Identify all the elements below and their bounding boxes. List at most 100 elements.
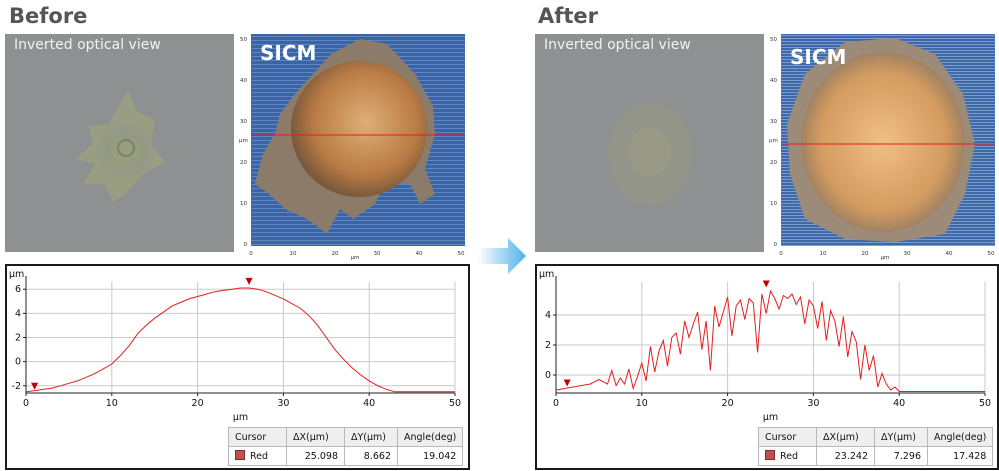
after-sicm-yunit: µm [769, 138, 778, 144]
before-sicm-svg: SICM 0 10 20 30 40 50 µm 0 10 20 30 40 50 µm [239, 34, 465, 260]
after-cursor-header-cursor: Cursor [758, 427, 817, 447]
after-cursor-header-angle: Angle(deg) [926, 427, 994, 447]
before-chart-xtick-label: 50 [449, 398, 461, 409]
after-sicm-ytick: 40 [770, 78, 777, 84]
after-sicm-ytick: 10 [770, 201, 777, 207]
after-optical-cell [608, 102, 692, 206]
before-chart-ylabel: µm [9, 269, 24, 280]
after-chart-xtick-label: 50 [979, 398, 991, 409]
before-chart-xtick-label: 30 [277, 398, 289, 409]
after-cursor-row[interactable]: Red 23.242 7.296 17.428 [758, 446, 994, 466]
after-cursor-dx: 23.242 [816, 446, 875, 466]
before-optical-image: Inverted optical view [5, 34, 234, 252]
after-chart-series-line [555, 289, 985, 392]
after-chart-xtick-label: 40 [893, 398, 905, 409]
after-sicm-image: SICM 0 10 20 30 40 50 µm 0 10 20 30 40 50 µm [765, 34, 998, 260]
after-cursor-swatch [765, 450, 775, 460]
before-sicm-image: SICM 0 10 20 30 40 50 µm 0 10 20 30 40 50 µm [235, 34, 468, 260]
after-cursor-header-dx: ΔX(µm) [816, 427, 875, 447]
after-chart-xtick-label: 0 [553, 398, 559, 409]
before-sicm-yunit: µm [239, 138, 248, 144]
after-sicm-xtick: 20 [862, 251, 869, 257]
before-profile-panel: 0 10 20 30 40 50 -2 0 2 4 6 µm µm Cursor ΔX(µm) ΔY(µ… [5, 264, 470, 470]
after-chart-ylabel: µm [539, 269, 554, 280]
after-chart-xtick-label: 20 [722, 398, 734, 409]
after-chart-xtick-label: 10 [636, 398, 648, 409]
before-sicm-xtick: 40 [416, 251, 423, 257]
after-sicm-svg: SICM 0 10 20 30 40 50 µm 0 10 20 30 40 50 µm [769, 34, 995, 260]
before-sicm-xtick: 30 [374, 251, 381, 257]
after-sicm-xtick: 50 [988, 251, 995, 257]
before-cursor-dy: 8.662 [344, 446, 398, 466]
before-chart-xtick-label: 40 [363, 398, 375, 409]
after-sicm-xtick: 40 [946, 251, 953, 257]
after-sicm-ytick: 30 [770, 119, 777, 125]
after-cursor-dy: 7.296 [874, 446, 928, 466]
before-sicm-ytick: 20 [240, 160, 247, 166]
after-cursor-name: Red [780, 451, 799, 462]
before-sicm-ytick: 40 [240, 78, 247, 84]
before-cursor-header-dy: ΔY(µm) [344, 427, 398, 447]
after-sicm-xtick: 30 [904, 251, 911, 257]
after-chart-ytick-label: 2 [545, 340, 551, 351]
before-sicm-ytick: 30 [240, 119, 247, 125]
after-chart-ytick-label: 0 [545, 370, 551, 381]
before-chart-ytick-label: 2 [15, 333, 21, 344]
after-cursor-header-dy: ΔY(µm) [874, 427, 928, 447]
before-optical-label: Inverted optical view [14, 37, 161, 53]
after-sicm-xtick: 10 [820, 251, 827, 257]
before-sicm-label: SICM [260, 41, 316, 65]
after-chart-xtick-label: 30 [807, 398, 819, 409]
after-profile-panel: 0 10 20 30 40 50 0 2 4 µm µm Cursor ΔX(µm) ΔY(µm) … [535, 264, 999, 470]
before-optical-cell [75, 89, 165, 202]
before-sicm-ytick: 0 [244, 242, 248, 248]
after-optical-image: Inverted optical view [535, 34, 764, 252]
before-cursor-header-dx: ΔX(µm) [286, 427, 345, 447]
before-sicm-xtick: 10 [290, 251, 297, 257]
after-profile-chart: 0 10 20 30 40 50 0 2 4 µm µm [539, 269, 991, 423]
before-chart-xlabel: µm [233, 412, 248, 423]
before-sicm-xtick: 0 [249, 251, 253, 257]
after-chart-cursor-marker [563, 379, 571, 387]
after-sicm-axes: 0 10 20 30 40 50 µm 0 10 20 30 40 50 µm [769, 37, 995, 260]
after-cursor-table: Cursor ΔX(µm) ΔY(µm) Angle(deg) Red 23.2… [758, 427, 994, 466]
before-chart-series-line [25, 287, 455, 393]
before-to-after-arrow-icon [478, 238, 526, 274]
before-chart-xtick-label: 0 [23, 398, 29, 409]
before-chart-ytick-label: 6 [15, 284, 21, 295]
before-chart-ytick-label: -2 [12, 381, 21, 392]
before-sicm-xtick: 20 [332, 251, 339, 257]
before-chart-xtick-label: 20 [192, 398, 204, 409]
after-sicm-ytick: 50 [770, 37, 777, 43]
before-chart-ytick-label: 0 [15, 357, 21, 368]
before-cursor-name: Red [250, 451, 269, 462]
before-sicm-axes: 0 10 20 30 40 50 µm 0 10 20 30 40 50 µm [239, 37, 465, 260]
before-cursor-dx: 25.098 [286, 446, 345, 466]
before-cursor-header-cursor: Cursor [228, 427, 287, 447]
before-sicm-xunit: µm [351, 255, 360, 260]
before-chart-cursor-marker [245, 277, 253, 285]
after-optical-label: Inverted optical view [544, 37, 691, 53]
before-title: Before [9, 4, 88, 28]
before-cursor-swatch [235, 450, 245, 460]
before-chart-ytick-label: 4 [15, 308, 21, 319]
after-sicm-label: SICM [790, 45, 846, 69]
before-cursor-row[interactable]: Red 25.098 8.662 19.042 [228, 446, 464, 466]
after-cursor-angle: 17.428 [926, 446, 994, 466]
after-sicm-ytick: 20 [770, 160, 777, 166]
after-chart-ytick-label: 4 [545, 310, 551, 321]
after-chart-cursor-marker [762, 280, 770, 288]
after-title: After [538, 4, 599, 28]
before-chart-xtick-label: 10 [106, 398, 118, 409]
after-sicm-xtick: 0 [779, 251, 783, 257]
after-chart-xlabel: µm [763, 412, 778, 423]
before-sicm-xtick: 50 [458, 251, 465, 257]
before-cursor-table: Cursor ΔX(µm) ΔY(µm) Angle(deg) Red 25.0… [228, 427, 464, 466]
before-chart-cursor-marker [31, 382, 39, 390]
before-cursor-angle: 19.042 [396, 446, 464, 466]
after-sicm-ytick: 0 [774, 242, 778, 248]
before-cursor-header-angle: Angle(deg) [396, 427, 464, 447]
before-sicm-ytick: 10 [240, 201, 247, 207]
after-sicm-xunit: µm [881, 255, 890, 260]
